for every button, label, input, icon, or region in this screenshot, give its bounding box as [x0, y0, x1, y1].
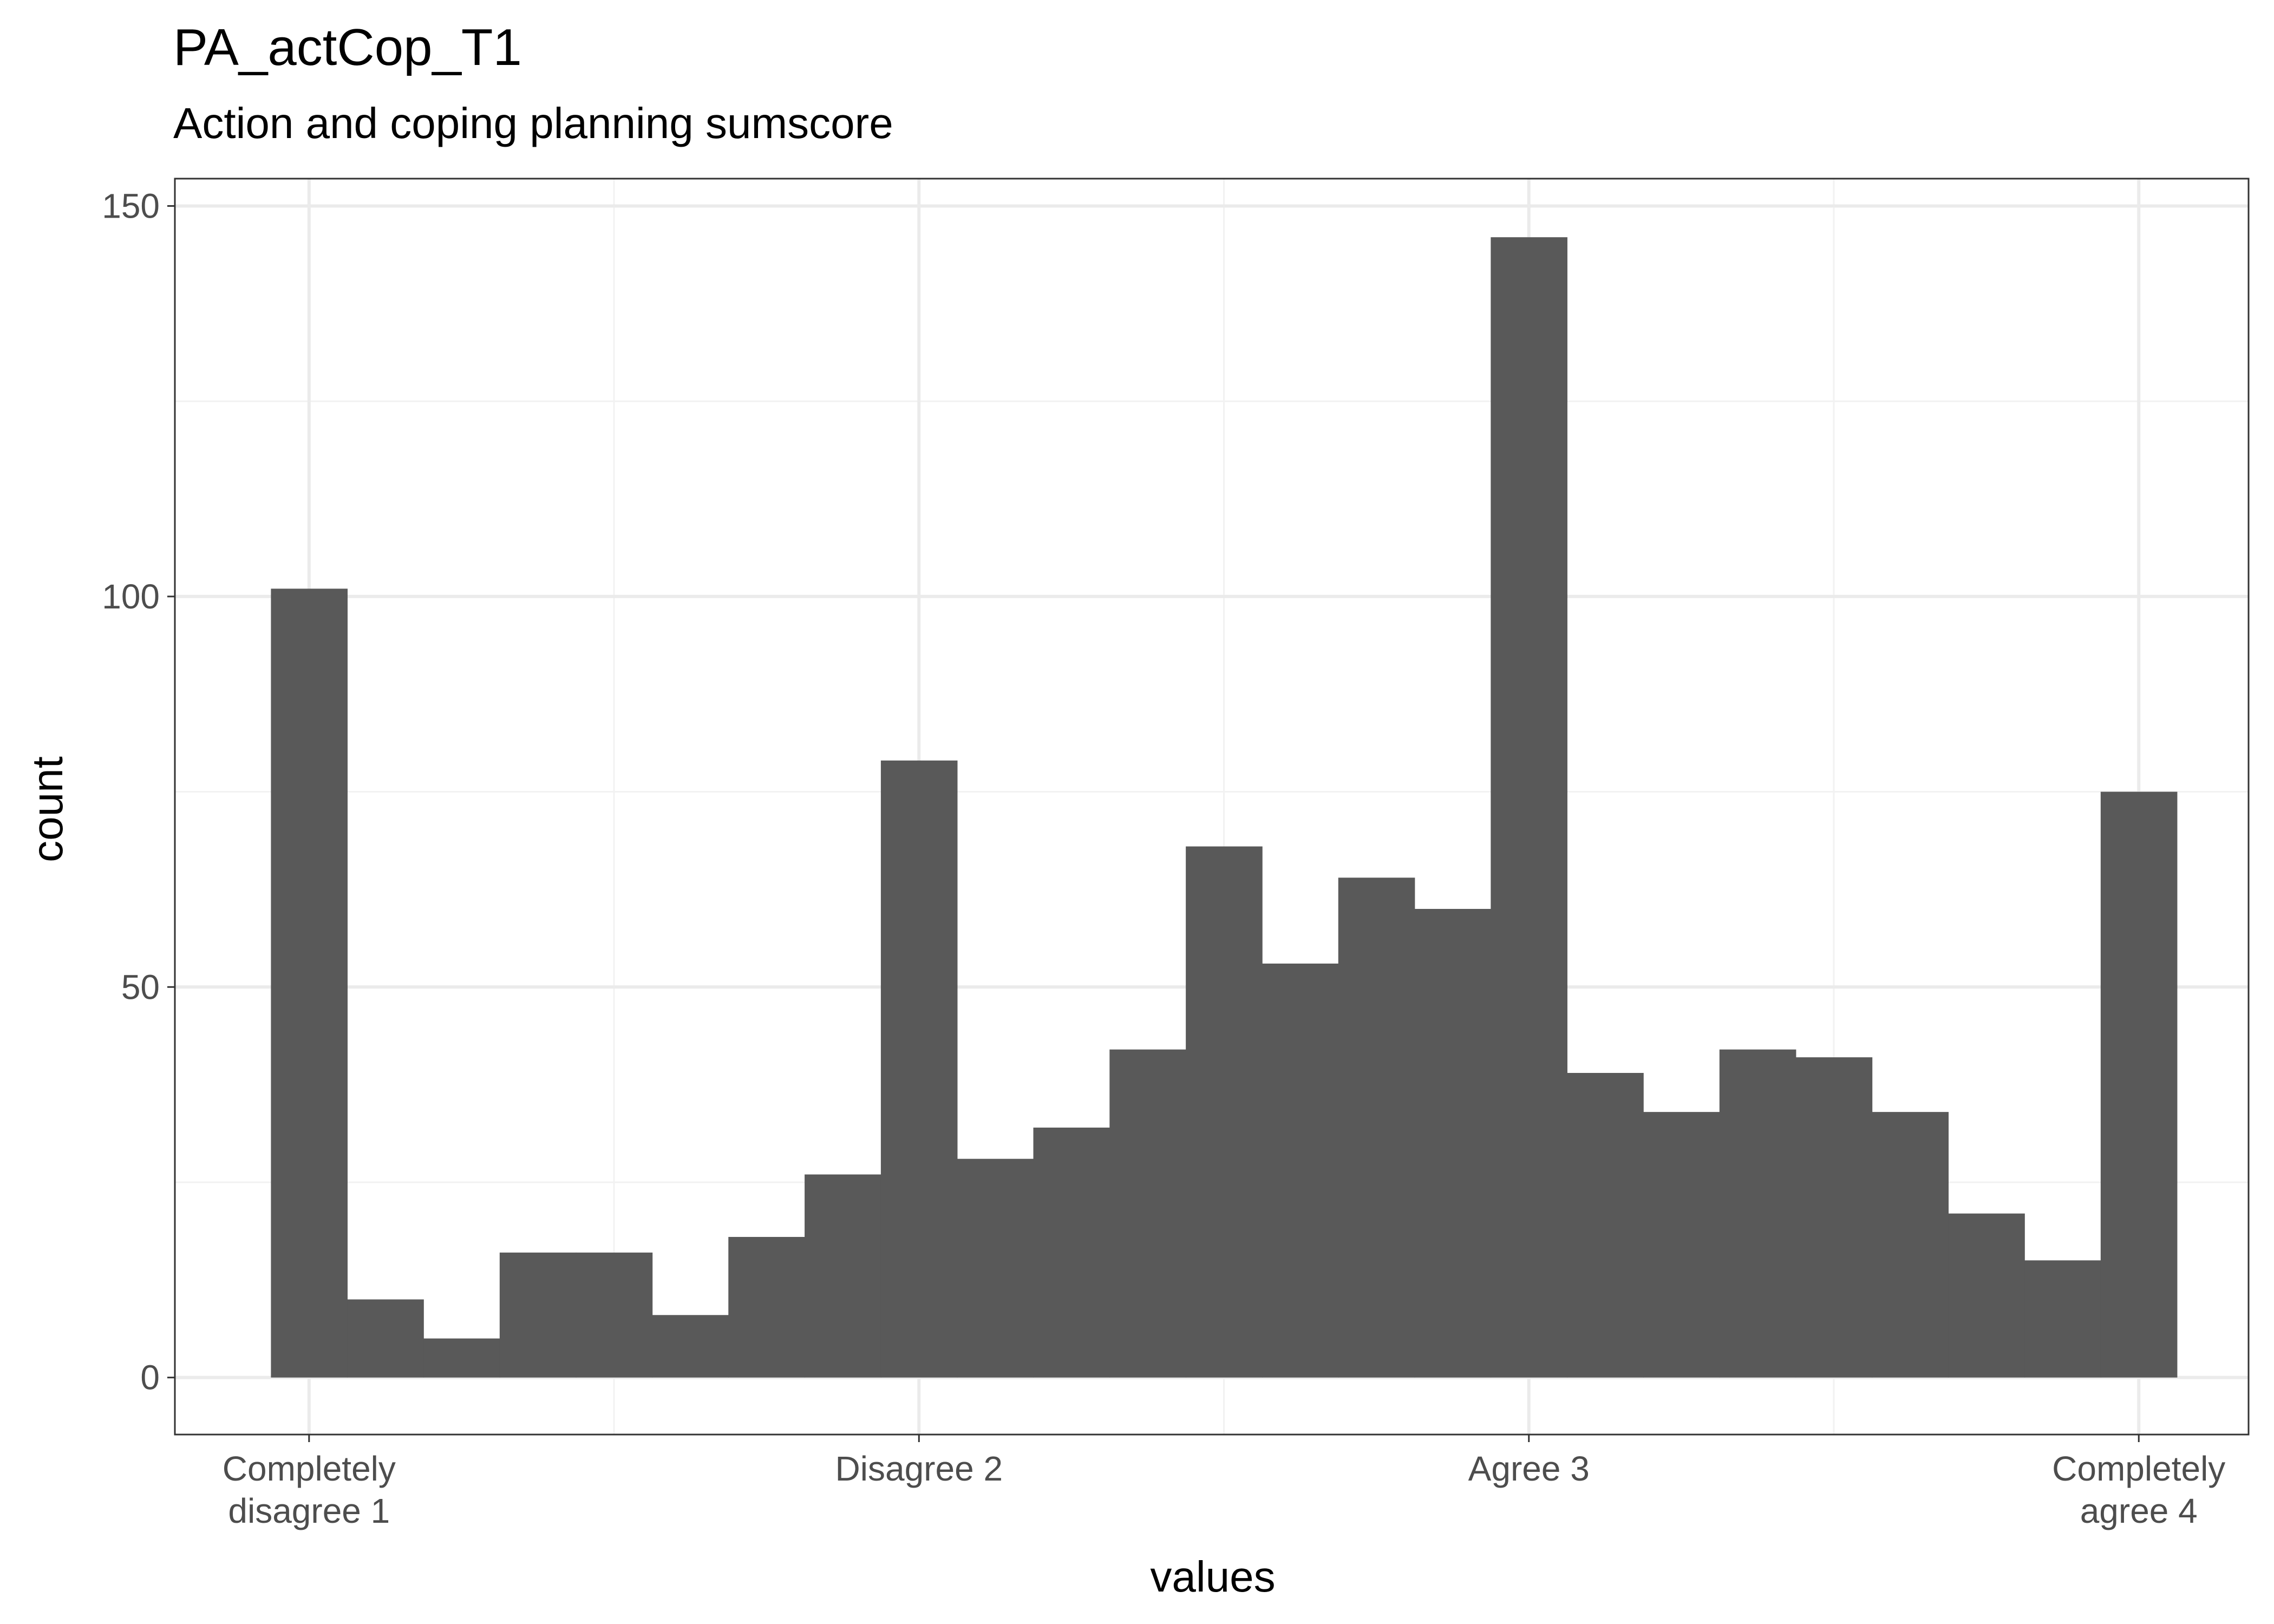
- histogram-bar: [957, 1158, 1034, 1378]
- histogram-bar: [2100, 791, 2178, 1378]
- histogram-bar: [1338, 878, 1415, 1378]
- chart-title: PA_actCop_T1: [173, 18, 522, 76]
- histogram-bar: [1643, 1112, 1720, 1378]
- histogram-bar: [1186, 846, 1263, 1378]
- panel-border: [174, 178, 2250, 1436]
- x-tick-label: Agree 3: [1468, 1449, 1590, 1488]
- y-tick-label: 150: [102, 186, 160, 225]
- histogram-bar: [499, 1252, 577, 1378]
- histogram-bar: [1567, 1072, 1644, 1378]
- x-tick-label: Completely disagree 1: [223, 1449, 396, 1530]
- x-tick-label: Disagree 2: [835, 1449, 1003, 1488]
- y-axis-title: count: [23, 756, 71, 862]
- histogram-bar: [1262, 964, 1339, 1378]
- y-tick-label: 50: [121, 967, 160, 1006]
- axis-ticks: 0 50 100 150 Completely disagree 1 Disagree 2 A…: [102, 186, 2225, 1530]
- y-tick-label: 100: [102, 577, 160, 616]
- histogram-bar: [576, 1252, 653, 1378]
- chart-subtitle: Action and coping planning sumscore: [173, 99, 893, 147]
- histogram-bar: [728, 1236, 805, 1378]
- histogram-bar: [1795, 1057, 1873, 1378]
- histogram-bar: [1033, 1127, 1110, 1378]
- x-tick-label: Completely agree 4: [2052, 1449, 2225, 1530]
- histogram-bar: [1414, 909, 1492, 1378]
- histogram-bar: [805, 1174, 881, 1378]
- histogram-bar: [347, 1299, 424, 1378]
- histogram-bar: [1719, 1049, 1796, 1378]
- histogram-bar: [423, 1338, 500, 1378]
- histogram-bar: [1109, 1049, 1186, 1378]
- histogram-bar: [880, 760, 958, 1378]
- histogram-bar: [1872, 1112, 1949, 1378]
- histogram-bar: [2024, 1260, 2101, 1378]
- histogram-bar: [271, 588, 348, 1378]
- x-axis-title: values: [1150, 1553, 1275, 1601]
- histogram-bar: [1948, 1213, 2025, 1378]
- y-tick-label: 0: [140, 1358, 160, 1397]
- histogram-bar: [652, 1315, 729, 1378]
- bars: [271, 237, 2178, 1378]
- histogram-bar: [1491, 237, 1567, 1378]
